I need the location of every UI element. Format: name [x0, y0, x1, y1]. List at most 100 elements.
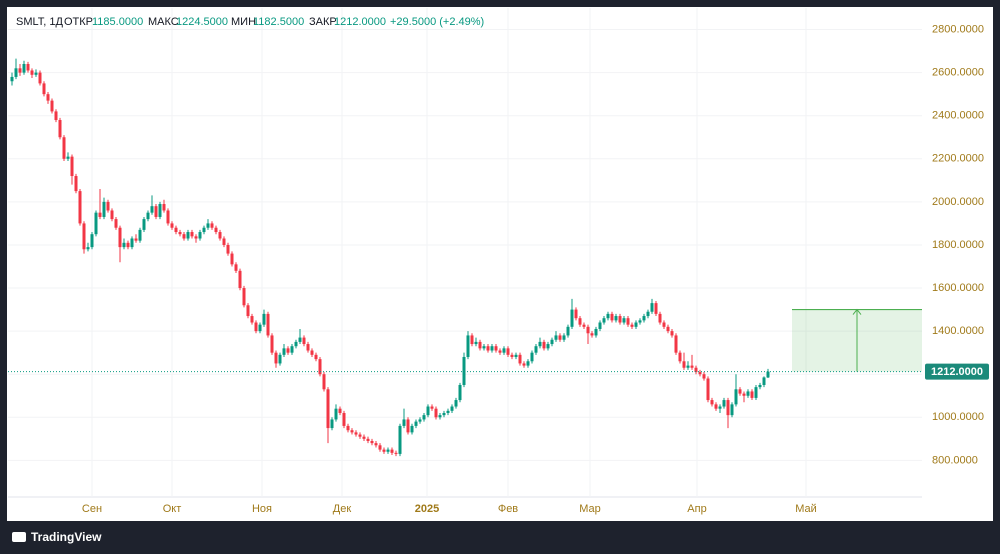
- y-tick-label: 2200.0000: [932, 153, 984, 165]
- candle-body: [678, 352, 682, 362]
- candle-body: [650, 303, 654, 312]
- y-tick-label: 800.0000: [932, 454, 978, 466]
- candle-body: [506, 348, 510, 355]
- candle-body: [138, 229, 142, 241]
- candle-body: [150, 206, 154, 213]
- candle-body: [722, 400, 726, 407]
- candle-body: [78, 191, 82, 224]
- candle-body: [34, 72, 38, 75]
- candle-body: [482, 346, 486, 349]
- x-tick-label: Ноя: [252, 503, 272, 515]
- candle-body: [498, 350, 502, 353]
- candle-body: [198, 232, 202, 239]
- candle-body: [646, 311, 650, 317]
- candle-body: [422, 415, 426, 420]
- candle-body: [490, 346, 494, 351]
- x-tick-label: Фев: [498, 503, 518, 515]
- candle-body: [626, 318, 630, 325]
- candle-body: [458, 384, 462, 401]
- y-tick-label: 1800.0000: [932, 239, 984, 251]
- candle-body: [754, 387, 758, 398]
- candle-body: [394, 452, 398, 454]
- candle-body: [698, 372, 702, 375]
- candle-body: [570, 309, 574, 327]
- candle-body: [522, 363, 526, 366]
- symbol: SMLT, 1Д: [16, 16, 64, 28]
- candle-body: [594, 328, 598, 336]
- candle-body: [654, 303, 658, 314]
- candle-body: [526, 361, 530, 366]
- candle-body: [734, 389, 738, 405]
- candle-body: [638, 320, 642, 323]
- candle-body: [234, 264, 238, 271]
- y-tick-label: 2400.0000: [932, 110, 984, 122]
- candle-body: [598, 322, 602, 329]
- candle-body: [166, 210, 170, 224]
- candle-body: [762, 377, 766, 385]
- candle-body: [714, 404, 718, 409]
- candle-body: [738, 389, 742, 394]
- candle-body: [170, 223, 174, 228]
- candle-body: [22, 64, 26, 73]
- candle-body: [302, 337, 306, 345]
- candle-body: [542, 341, 546, 349]
- close-label: ЗАКР: [309, 16, 337, 28]
- candle-body: [410, 425, 414, 433]
- candle-body: [514, 354, 518, 357]
- candle-body: [122, 242, 126, 248]
- candle-body: [382, 449, 386, 452]
- candle-body: [662, 322, 666, 327]
- candle-body: [118, 227, 122, 248]
- candle-body: [398, 425, 402, 454]
- open-label: ОТКР: [64, 16, 93, 28]
- candle-body: [658, 313, 662, 323]
- candle-body: [206, 223, 210, 228]
- candle-body: [294, 341, 298, 347]
- measure-arrow-head: [852, 308, 862, 315]
- candle-body: [546, 344, 550, 349]
- last-price-box: [925, 363, 989, 380]
- chart-background: [7, 7, 993, 521]
- candle-body: [130, 238, 134, 248]
- candle-body: [614, 316, 618, 321]
- candle-body: [270, 335, 274, 353]
- candle-body: [562, 335, 566, 340]
- candle-body: [402, 419, 406, 426]
- candle-body: [606, 313, 610, 319]
- candle-body: [30, 70, 34, 75]
- candle-body: [358, 434, 362, 437]
- x-tick-label: 2025: [415, 503, 439, 515]
- candle-body: [534, 346, 538, 353]
- candle-body: [350, 430, 354, 433]
- candle-body: [106, 201, 110, 211]
- candle-body: [278, 354, 282, 364]
- candle-body: [366, 438, 370, 441]
- candle-body: [66, 156, 70, 159]
- high-value: 1224.5000: [176, 16, 228, 28]
- candle-body: [750, 391, 754, 398]
- candle-body: [726, 400, 730, 416]
- candle-body: [318, 359, 322, 375]
- low-value: 1182.5000: [253, 16, 304, 28]
- y-tick-label: 2600.0000: [932, 67, 984, 79]
- candle-body: [710, 400, 714, 405]
- candle-body: [306, 344, 310, 351]
- candle-body: [126, 242, 130, 248]
- candle-body: [642, 316, 646, 321]
- candle-body: [670, 331, 674, 336]
- candle-body: [362, 436, 366, 439]
- candle-body: [746, 391, 750, 396]
- candle-body: [54, 111, 58, 121]
- high-label: МАКС: [148, 16, 179, 28]
- candle-body: [50, 100, 54, 112]
- candle-body: [610, 313, 614, 321]
- candle-body: [134, 238, 138, 241]
- candle-body: [338, 408, 342, 413]
- candle-body: [342, 412, 346, 426]
- candle-body: [518, 354, 522, 364]
- candle-body: [158, 204, 162, 217]
- candle-body: [18, 68, 22, 73]
- candle-body: [758, 384, 762, 388]
- candle-body: [630, 324, 634, 327]
